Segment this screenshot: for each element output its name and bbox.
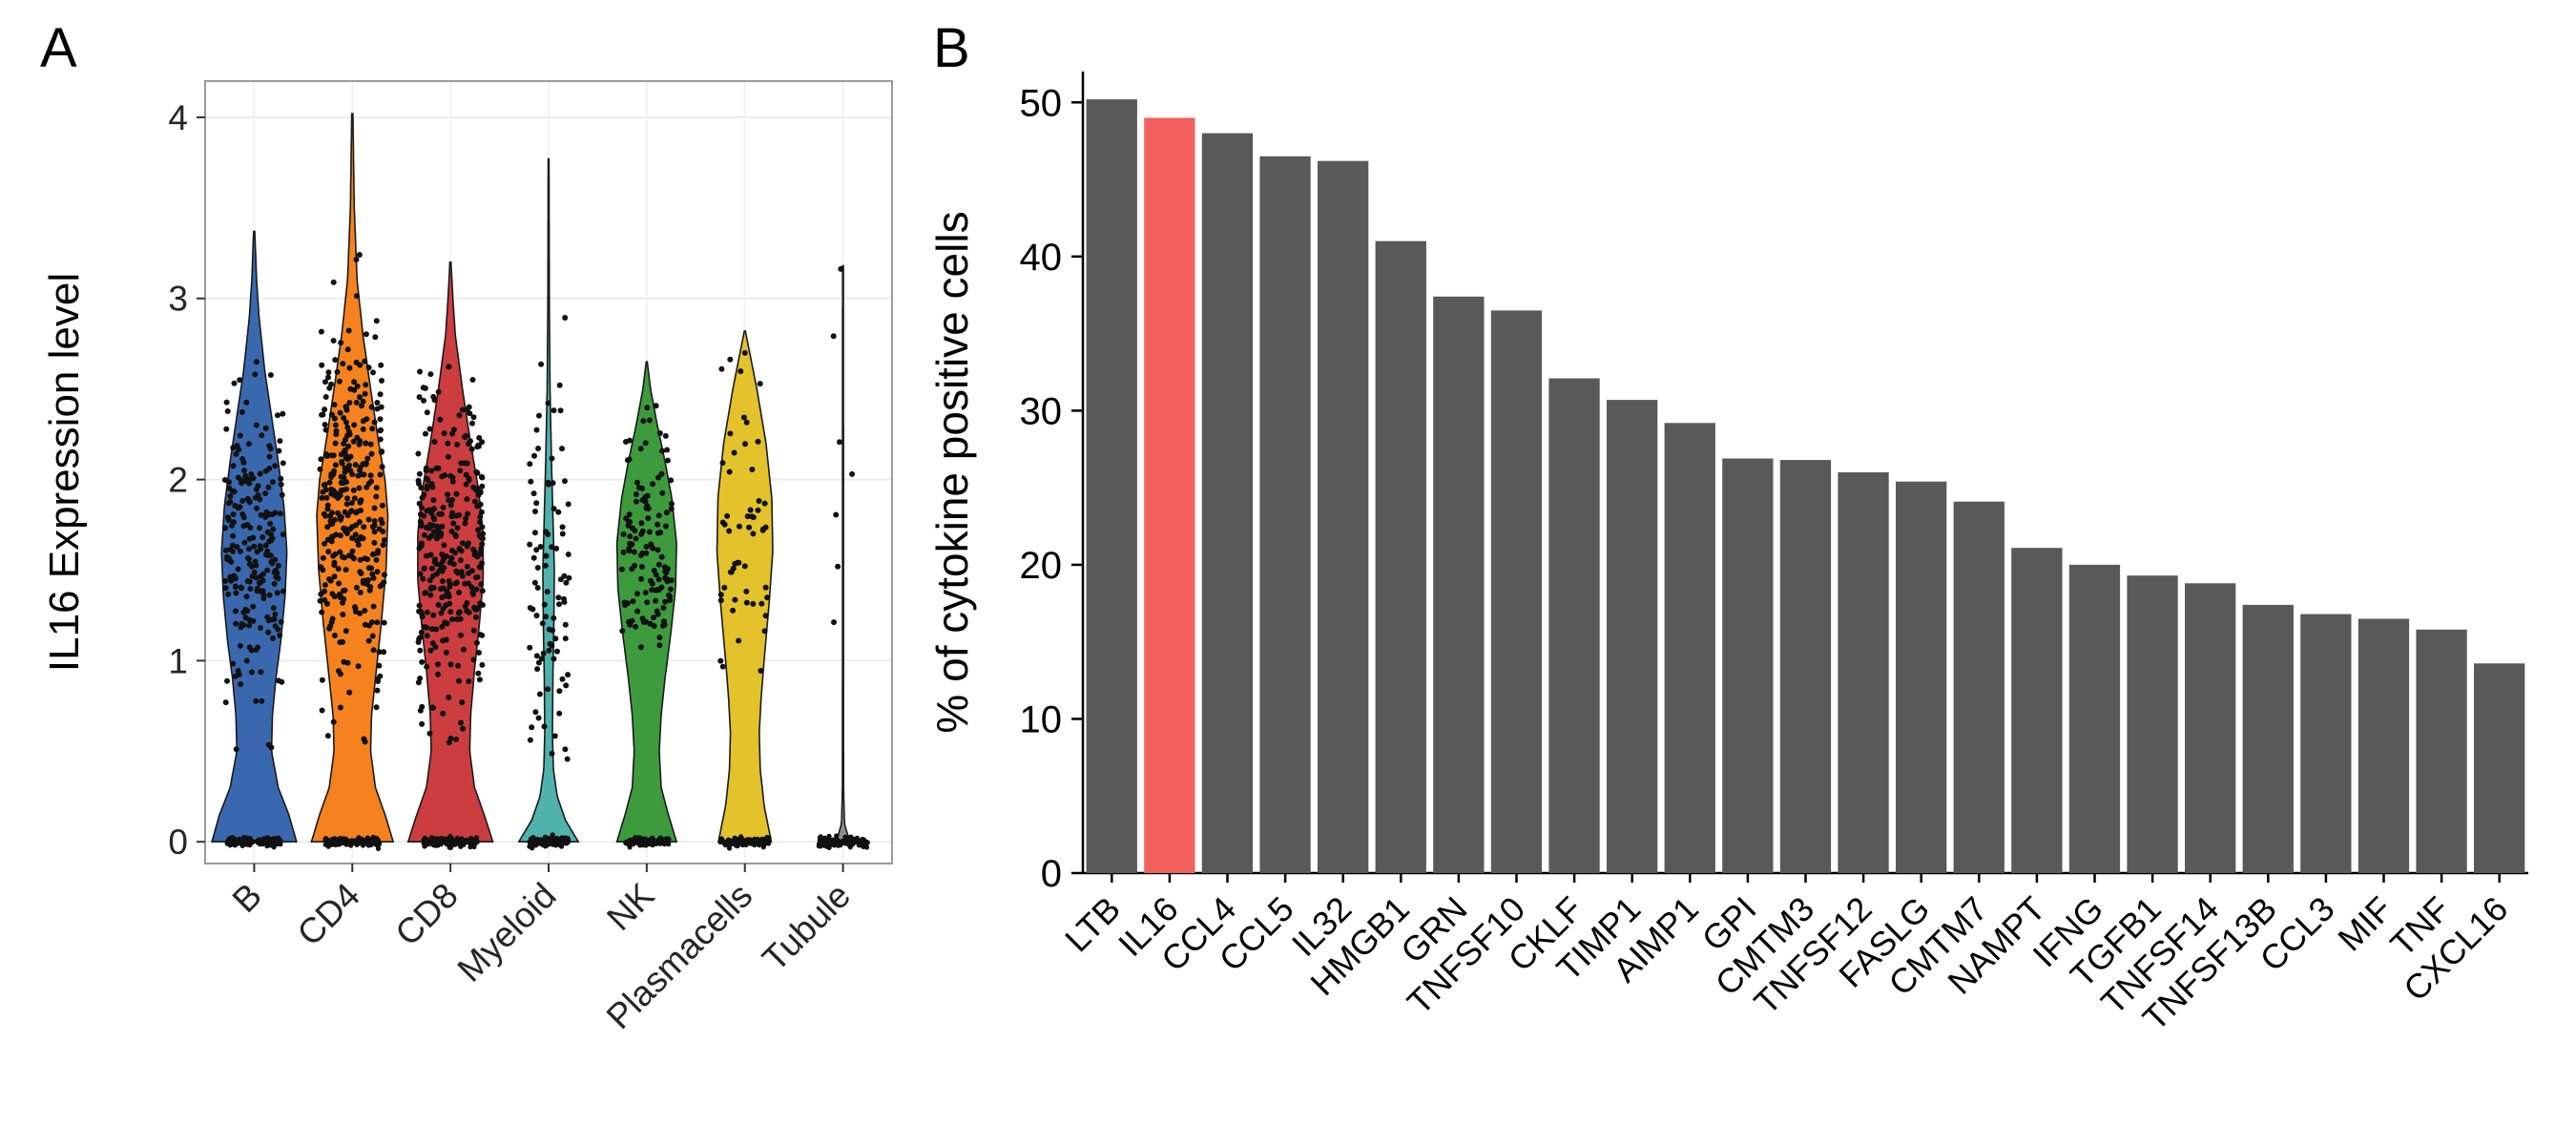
x-tick-label: Tubule xyxy=(755,876,858,979)
bar-CCL5 xyxy=(1259,156,1311,874)
violin-CD4 xyxy=(310,113,395,852)
y-tick-label: 40 xyxy=(1020,237,1063,279)
x-tick-label: Myeloid xyxy=(450,876,564,989)
bar-CKLF xyxy=(1548,378,1600,873)
panel-b-letter: B xyxy=(933,17,970,79)
x-tick-label: LTB xyxy=(1057,889,1128,960)
bar-CCL4 xyxy=(1201,133,1254,874)
bar-IL32 xyxy=(1318,160,1369,873)
bar-TNFSF10 xyxy=(1490,310,1543,873)
x-tick-label: CD8 xyxy=(387,876,465,953)
bar-TGFB1 xyxy=(2127,575,2178,873)
violin-shape-Tubule xyxy=(835,264,851,843)
bar-AIMP1 xyxy=(1664,423,1715,873)
bars xyxy=(1086,99,2525,874)
bar-TIMP1 xyxy=(1607,400,1658,873)
bar-GRN xyxy=(1433,296,1485,873)
y-axis: 0 1 2 3 4 xyxy=(168,98,205,862)
panel-a-letter: A xyxy=(40,17,77,79)
bar-TNFSF13B xyxy=(2242,604,2294,873)
violin-shape-Plasmacells xyxy=(716,330,774,843)
bar-LTB xyxy=(1086,99,1137,874)
x-tick-label: B xyxy=(225,876,269,920)
y-tick-label: 2 xyxy=(168,461,188,500)
violin-Plasmacells xyxy=(716,330,774,851)
bar-NAMPT xyxy=(2011,548,2063,873)
y-tick-label: 4 xyxy=(168,98,188,137)
x-tick-label: CD4 xyxy=(290,876,367,953)
violin-CD8 xyxy=(406,261,494,851)
bar-IFNG xyxy=(2068,564,2121,873)
violin-NK xyxy=(615,361,678,850)
bar-GPI xyxy=(1722,458,1774,873)
y-tick-label: 10 xyxy=(1020,698,1063,740)
y-tick-label: 3 xyxy=(168,280,188,319)
y-tick-label: 50 xyxy=(1020,82,1063,124)
x-tick-label: MIF xyxy=(2330,889,2399,959)
y-tick-label: 30 xyxy=(1020,390,1063,432)
violin-B xyxy=(211,230,298,850)
y-axis-title: % of cytokine positive cells xyxy=(927,211,977,733)
y-tick-label: 20 xyxy=(1020,545,1063,587)
bar-FASLG xyxy=(1896,481,1947,873)
bar-TNFSF14 xyxy=(2185,583,2236,873)
bar-CCL3 xyxy=(2300,614,2352,873)
bar-MIF xyxy=(2358,618,2410,873)
violin-plot-il16-expression: 0 1 2 3 4 IL16 Expression level B CD4 CD8Myeloid… xyxy=(41,80,893,1036)
y-tick-label: 0 xyxy=(1041,853,1062,895)
y-tick-label: 0 xyxy=(168,822,188,862)
bar-TNF xyxy=(2416,629,2467,873)
y-axis-title: IL16 Expression level xyxy=(41,273,88,672)
bar-HMGB1 xyxy=(1375,240,1426,873)
violin-Myeloid xyxy=(517,157,580,851)
bar-TNFSF12 xyxy=(1838,472,1889,873)
bar-CMTM3 xyxy=(1779,460,1832,873)
bar-IL16 xyxy=(1144,117,1195,873)
bar-CMTM7 xyxy=(1953,501,2005,873)
bar-CXCL16 xyxy=(2474,663,2525,873)
y-tick-label: 1 xyxy=(168,641,188,680)
x-axis: LTBIL16CCL4CCL5IL32HMGB1GRNTNFSF10CKLFTI… xyxy=(1057,873,2515,1038)
violin-shape-CD4 xyxy=(310,113,395,843)
bar-chart-cytokine-positive-cells: 0 10 20 30 40 50 % of cytokine positive cells L… xyxy=(927,72,2528,1038)
violin-Tubule xyxy=(816,264,870,851)
x-tick-label: NK xyxy=(599,875,662,938)
